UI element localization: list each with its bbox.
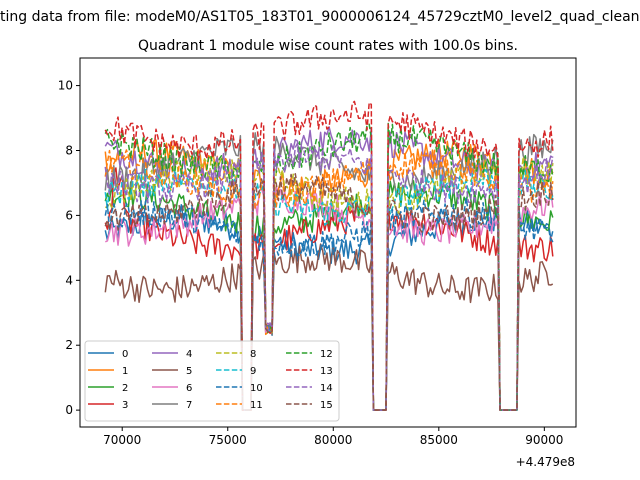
legend-label-2: 2 — [122, 383, 128, 394]
y-tick-label: 4 — [65, 273, 73, 287]
series-line-3 — [104, 167, 554, 411]
y-tick-label: 6 — [65, 208, 73, 222]
legend-label-8: 8 — [250, 349, 256, 360]
figure-suptitle: Plotting data from file: modeM0/AS1T05_1… — [0, 9, 640, 25]
y-tick-label: 10 — [58, 79, 73, 93]
y-tick-label: 2 — [65, 338, 73, 352]
series-line-14 — [104, 142, 554, 411]
legend-label-7: 7 — [186, 400, 192, 411]
legend-label-4: 4 — [186, 349, 192, 360]
x-axis-offset-label: +4.479e8 — [516, 455, 575, 469]
series-line-9 — [104, 167, 554, 411]
x-tick-label: 85000 — [420, 433, 458, 447]
axes-frame — [79, 57, 577, 428]
legend-label-14: 14 — [320, 383, 333, 394]
legend-box — [84, 340, 340, 422]
legend-label-11: 11 — [250, 400, 263, 411]
legend-label-10: 10 — [250, 383, 263, 394]
x-tick-label: 75000 — [209, 433, 247, 447]
chart-title: Quadrant 1 module wise count rates with … — [138, 38, 518, 54]
series-line-5 — [104, 243, 554, 411]
series-layer — [104, 100, 554, 411]
x-axis-ticks: 70000 75000 80000 85000 90000 — [103, 427, 563, 447]
x-tick-label: 90000 — [525, 433, 563, 447]
legend-label-6: 6 — [186, 383, 192, 394]
legend-label-0: 0 — [122, 349, 128, 360]
legend-label-1: 1 — [122, 366, 128, 377]
series-line-15 — [104, 173, 554, 411]
x-tick-label: 80000 — [314, 433, 352, 447]
legend-label-9: 9 — [250, 366, 256, 377]
x-tick-label: 70000 — [103, 433, 141, 447]
legend-label-5: 5 — [186, 366, 192, 377]
y-tick-label: 0 — [65, 403, 73, 417]
plot-area — [79, 57, 577, 428]
y-axis-ticks: 0 2 4 6 8 10 — [58, 79, 80, 417]
legend-label-15: 15 — [320, 400, 333, 411]
y-tick-label: 8 — [65, 143, 73, 157]
legend-label-12: 12 — [320, 349, 333, 360]
legend-label-13: 13 — [320, 366, 333, 377]
legend-label-3: 3 — [122, 400, 128, 411]
